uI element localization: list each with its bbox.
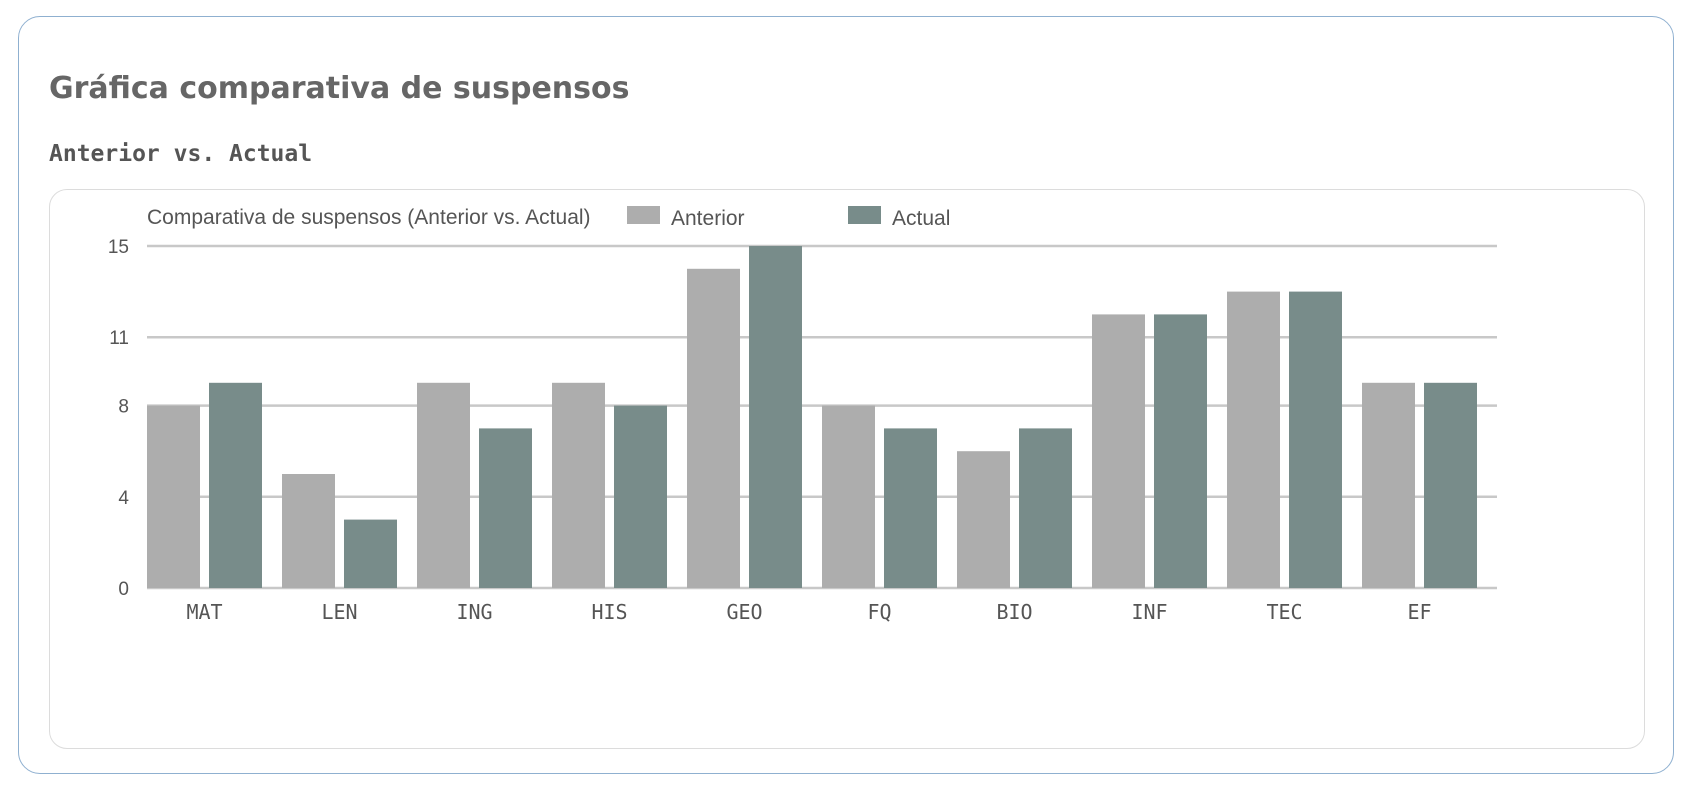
x-tick-label: FQ: [867, 600, 891, 624]
legend-swatch-actual: [848, 206, 881, 224]
y-tick-label: 4: [118, 488, 129, 509]
bar-anterior-inf: [1092, 314, 1145, 588]
y-tick-label: 15: [108, 237, 129, 258]
x-tick-label: ING: [456, 600, 492, 624]
x-tick-label: HIS: [591, 600, 627, 624]
bar-anterior-fq: [822, 405, 875, 588]
page-title: Gráfica comparativa de suspensos: [49, 71, 630, 106]
x-tick-label: BIO: [996, 600, 1032, 624]
y-tick-label: 8: [118, 397, 129, 418]
bar-anterior-his: [552, 382, 605, 588]
y-tick-label: 0: [118, 579, 129, 600]
legend-label: Anterior: [671, 207, 745, 230]
legend-label: Actual: [892, 207, 950, 230]
bar-actual-geo: [749, 246, 802, 588]
bar-actual-ing: [479, 428, 532, 588]
bar-actual-inf: [1154, 314, 1207, 588]
x-tick-label: TEC: [1266, 600, 1302, 624]
bar-actual-len: [344, 519, 397, 588]
x-tick-label: INF: [1131, 600, 1167, 624]
bar-actual-bio: [1019, 428, 1072, 588]
chart-card: 0 4 8 11 15 MAT LEN ING HIS GEO FQ BIO INF TEC EF Comp…: [49, 189, 1645, 749]
bar-anterior-tec: [1227, 291, 1280, 588]
bar-anterior-ef: [1362, 382, 1415, 588]
bar-actual-ef: [1424, 382, 1477, 588]
x-tick-label: LEN: [321, 600, 357, 624]
page-subtitle: Anterior vs. Actual: [49, 141, 313, 167]
legend-swatch-anterior: [627, 206, 660, 224]
bar-actual-tec: [1289, 291, 1342, 588]
bar-anterior-mat: [147, 405, 200, 588]
x-tick-label: MAT: [186, 600, 222, 624]
bar-actual-his: [614, 405, 667, 588]
bar-chart: 0 4 8 11 15 MAT LEN ING HIS GEO FQ BIO INF TEC EF Comp…: [108, 206, 1497, 624]
card-panel: Gráfica comparativa de suspensos Anterio…: [18, 16, 1674, 774]
y-tick-label: 11: [109, 328, 129, 349]
x-tick-label: EF: [1407, 600, 1431, 624]
chart-title: Comparativa de suspensos (Anterior vs. A…: [147, 206, 591, 229]
x-tick-label: GEO: [726, 600, 762, 624]
bar-anterior-ing: [417, 382, 470, 588]
bar-anterior-len: [282, 474, 335, 588]
bar-anterior-bio: [957, 451, 1010, 588]
bar-anterior-geo: [687, 268, 740, 588]
bar-actual-fq: [884, 428, 937, 588]
bar-actual-mat: [209, 382, 262, 588]
